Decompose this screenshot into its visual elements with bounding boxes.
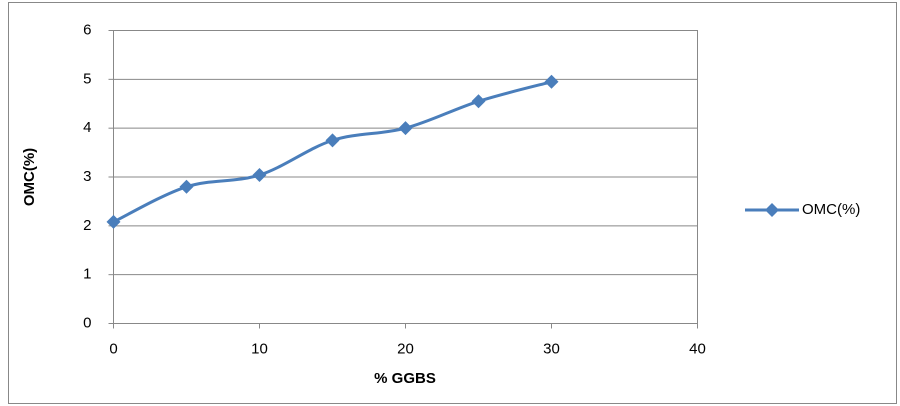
y-axis-label: OMC(%) xyxy=(21,148,38,206)
y-tick-label: 0 xyxy=(83,314,91,331)
x-tick-label: 30 xyxy=(543,340,560,357)
y-tick-label: 3 xyxy=(83,168,91,185)
y-tick-label: 5 xyxy=(83,70,91,87)
marker xyxy=(179,179,194,194)
marker xyxy=(544,74,559,89)
marker xyxy=(106,214,121,229)
legend-label: OMC(%) xyxy=(802,201,860,218)
y-tick-label: 4 xyxy=(83,119,91,136)
marker xyxy=(325,133,340,148)
legend-marker xyxy=(765,203,779,217)
y-tick-label: 2 xyxy=(83,217,91,234)
marker xyxy=(398,121,413,136)
x-axis-label: % GGBS xyxy=(374,370,436,387)
y-tick-label: 6 xyxy=(83,21,91,38)
x-tick-label: 0 xyxy=(109,340,117,357)
chart-border xyxy=(8,2,897,404)
marker xyxy=(252,168,267,183)
x-tick-label: 10 xyxy=(251,340,268,357)
y-tick-label: 1 xyxy=(83,266,91,283)
marker xyxy=(471,94,486,109)
x-tick-label: 20 xyxy=(397,340,414,357)
x-tick-label: 40 xyxy=(689,340,706,357)
